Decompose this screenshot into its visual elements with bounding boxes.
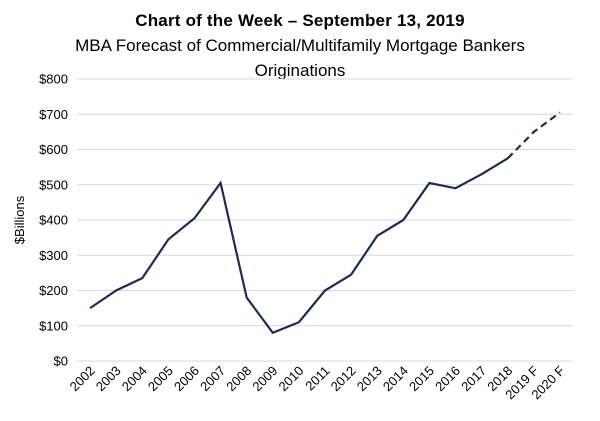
x-tick-label: 2011	[302, 363, 332, 393]
y-tick-label: $0	[54, 354, 68, 369]
x-tick-label: 2003	[93, 363, 124, 394]
x-tick-label: 2009	[249, 363, 280, 394]
y-tick-label: $200	[39, 283, 68, 298]
y-tick-label: $400	[39, 213, 68, 228]
chart-subtitle: MBA Forecast of Commercial/Multifamily M…	[75, 36, 525, 80]
x-tick-label: 2007	[197, 363, 228, 394]
x-tick-label: 2004	[119, 363, 150, 394]
x-tick-label: 2016	[432, 363, 463, 394]
x-tick-label: 2014	[380, 363, 411, 394]
y-tick-label: $100	[39, 318, 68, 333]
x-tick-label: 2006	[171, 363, 202, 394]
y-tick-label: $300	[39, 248, 68, 263]
x-tick-label: 2015	[406, 363, 437, 394]
series-line-forecast	[506, 111, 561, 160]
x-tick-label: 2013	[354, 363, 385, 394]
x-tick-label: 2005	[145, 363, 176, 394]
x-tick-label: 2008	[223, 363, 254, 394]
chart-title: Chart of the Week – September 13, 2019	[135, 11, 465, 30]
x-tick-label: 2002	[67, 363, 98, 394]
y-tick-label: $800	[39, 72, 68, 87]
y-tick-label: $700	[39, 107, 68, 122]
y-tick-label: $500	[39, 177, 68, 192]
x-tick-label: 2017	[458, 363, 489, 394]
y-axis-title: $Billions	[12, 195, 27, 244]
x-tick-label: 2010	[275, 363, 306, 394]
x-tick-label: 2012	[328, 363, 359, 394]
y-tick-label: $600	[39, 142, 68, 157]
series-line-actual	[89, 157, 509, 335]
